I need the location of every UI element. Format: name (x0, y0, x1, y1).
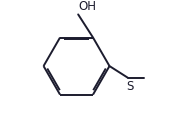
Text: S: S (127, 80, 134, 93)
Text: OH: OH (79, 0, 97, 13)
